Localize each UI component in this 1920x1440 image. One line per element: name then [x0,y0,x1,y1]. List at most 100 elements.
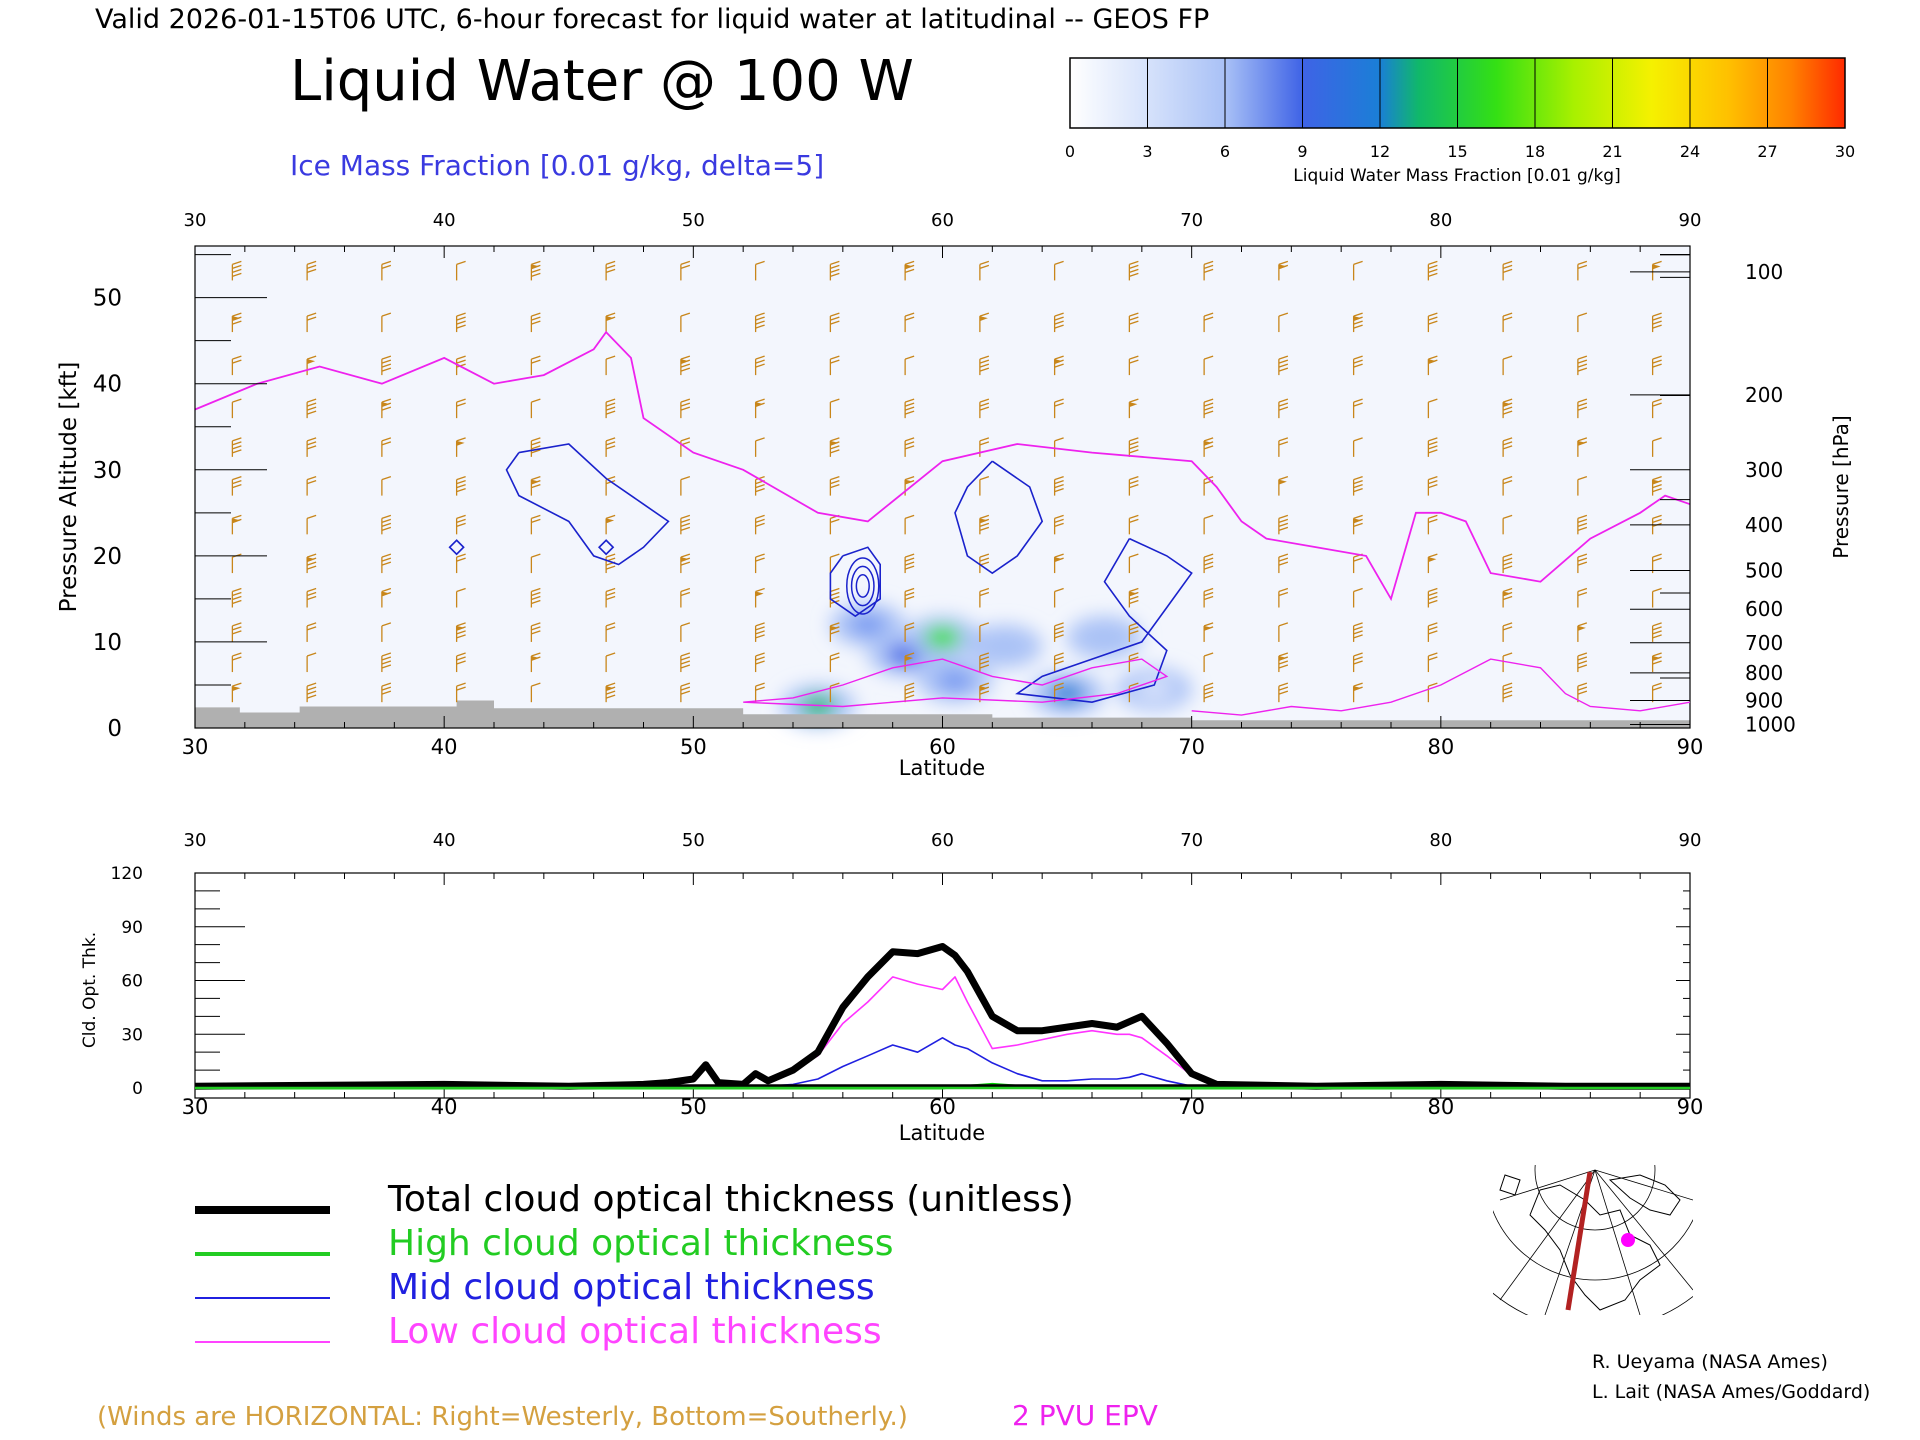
wind-barb [904,514,915,535]
liquid-water-core [986,635,1023,658]
wind-barb [1128,260,1139,281]
wind-barb [381,437,392,457]
colorbar-tick-label: 0 [1065,142,1075,161]
wind-barb [680,514,691,535]
top-x-tick-label: 30 [182,735,209,759]
wind-barb [381,622,392,642]
pressure-tick-label: 400 [1745,513,1783,537]
wind-barb [754,398,765,419]
wind-barb [231,398,242,419]
wind-barb [455,475,466,496]
credit-lait: L. Lait (NASA Ames/Goddard) [1592,1381,1870,1403]
pressure-tick-label: 900 [1745,688,1783,712]
wind-barb [979,475,990,496]
wind-barb [605,514,616,535]
wind-barb [381,587,392,608]
wind-barb [1502,514,1513,535]
bottom-x-tick-label: 60 [929,1095,956,1119]
top-y-tick-label: 30 [93,458,122,484]
top-x-tick-label: 60 [929,735,956,759]
wind-barb [1203,437,1214,457]
wind-barb [979,260,990,281]
wind-barb [1278,622,1289,642]
winds-note: (Winds are HORIZONTAL: Right=Westerly, B… [97,1402,908,1432]
wind-barb [904,260,915,281]
top-xlabel: Latitude [899,756,985,780]
wind-barb [1128,553,1139,574]
wind-barb [1352,475,1363,496]
wind-barb [829,622,840,642]
wind-barb [1278,398,1289,419]
wind-barb [381,398,392,419]
wind-barb [1203,587,1214,608]
wind-barb [1502,260,1513,281]
ice-contour-ring [846,557,880,615]
wind-barb [530,260,541,281]
wind-barb [1278,260,1289,281]
wind-barb [455,437,466,457]
wind-barb [1577,355,1588,376]
wind-barb [1502,682,1513,703]
top-x-tick-label: 80 [1427,735,1454,759]
colorbar-tick-label: 27 [1757,142,1777,161]
wind-barb [1278,514,1289,535]
wind-barb [455,355,466,376]
top-x-tick-label-upper: 60 [931,210,954,231]
legend-label-mid: Mid cloud optical thickness [388,1267,875,1308]
wind-barb [754,587,765,608]
wind-barb [680,475,691,496]
wind-barb [1203,622,1214,642]
wind-barb [1053,514,1064,535]
wind-barb [605,355,616,376]
wind-barb [306,682,317,703]
wind-barb [1352,437,1363,457]
wind-barb [455,312,466,333]
wind-barb [680,398,691,419]
bottom-x-tick-label: 50 [680,1095,707,1119]
wind-barb [829,312,840,333]
wind-barb [1128,437,1139,457]
wind-barb [979,587,990,608]
ice-contour [505,443,670,566]
wind-barb [605,437,616,457]
ice-contour [954,460,1044,575]
bottom-y-tick-label: 0 [132,1079,143,1099]
wind-barb [1053,652,1064,673]
wind-barb [231,260,242,281]
wind-barb [680,652,691,673]
wind-barb [1352,398,1363,419]
wind-barb [1651,475,1662,496]
wind-barb [231,514,242,535]
wind-barb [1203,553,1214,574]
wind-barb [1352,355,1363,376]
wind-barb [1278,312,1289,333]
wind-barb [1053,622,1064,642]
top-x-tick-label: 50 [680,735,707,759]
wind-barb [381,553,392,574]
wind-barb [530,587,541,608]
wind-barb [754,682,765,703]
wind-barb [1203,682,1214,703]
colorbar-label: Liquid Water Mass Fraction [0.01 g/kg] [1293,166,1620,186]
wind-barb [904,587,915,608]
wind-barb [1203,652,1214,673]
wind-barb [1502,437,1513,457]
top-ylabel-left: Pressure Altitude [kft] [56,362,82,613]
colorbar-tick-label: 15 [1447,142,1467,161]
colorbar-tick-label: 18 [1525,142,1545,161]
wind-barb [680,682,691,703]
wind-barb [1203,312,1214,333]
valid-line: Valid 2026-01-15T06 UTC, 6-hour forecast… [95,4,1209,35]
legend-label-total: Total cloud optical thickness (unitless) [387,1179,1074,1220]
wind-barb [1053,398,1064,419]
wind-barb [1427,312,1438,333]
bottom-x-tick-label-upper: 30 [184,830,207,851]
wind-barb [530,355,541,376]
wind-barb [1577,475,1588,496]
wind-barb [1502,398,1513,419]
wind-barb [231,437,242,457]
locator-map [1493,1165,1693,1315]
wind-barb [530,514,541,535]
liquid-water-core [924,626,961,649]
bottom-x-tick-label: 40 [431,1095,458,1119]
